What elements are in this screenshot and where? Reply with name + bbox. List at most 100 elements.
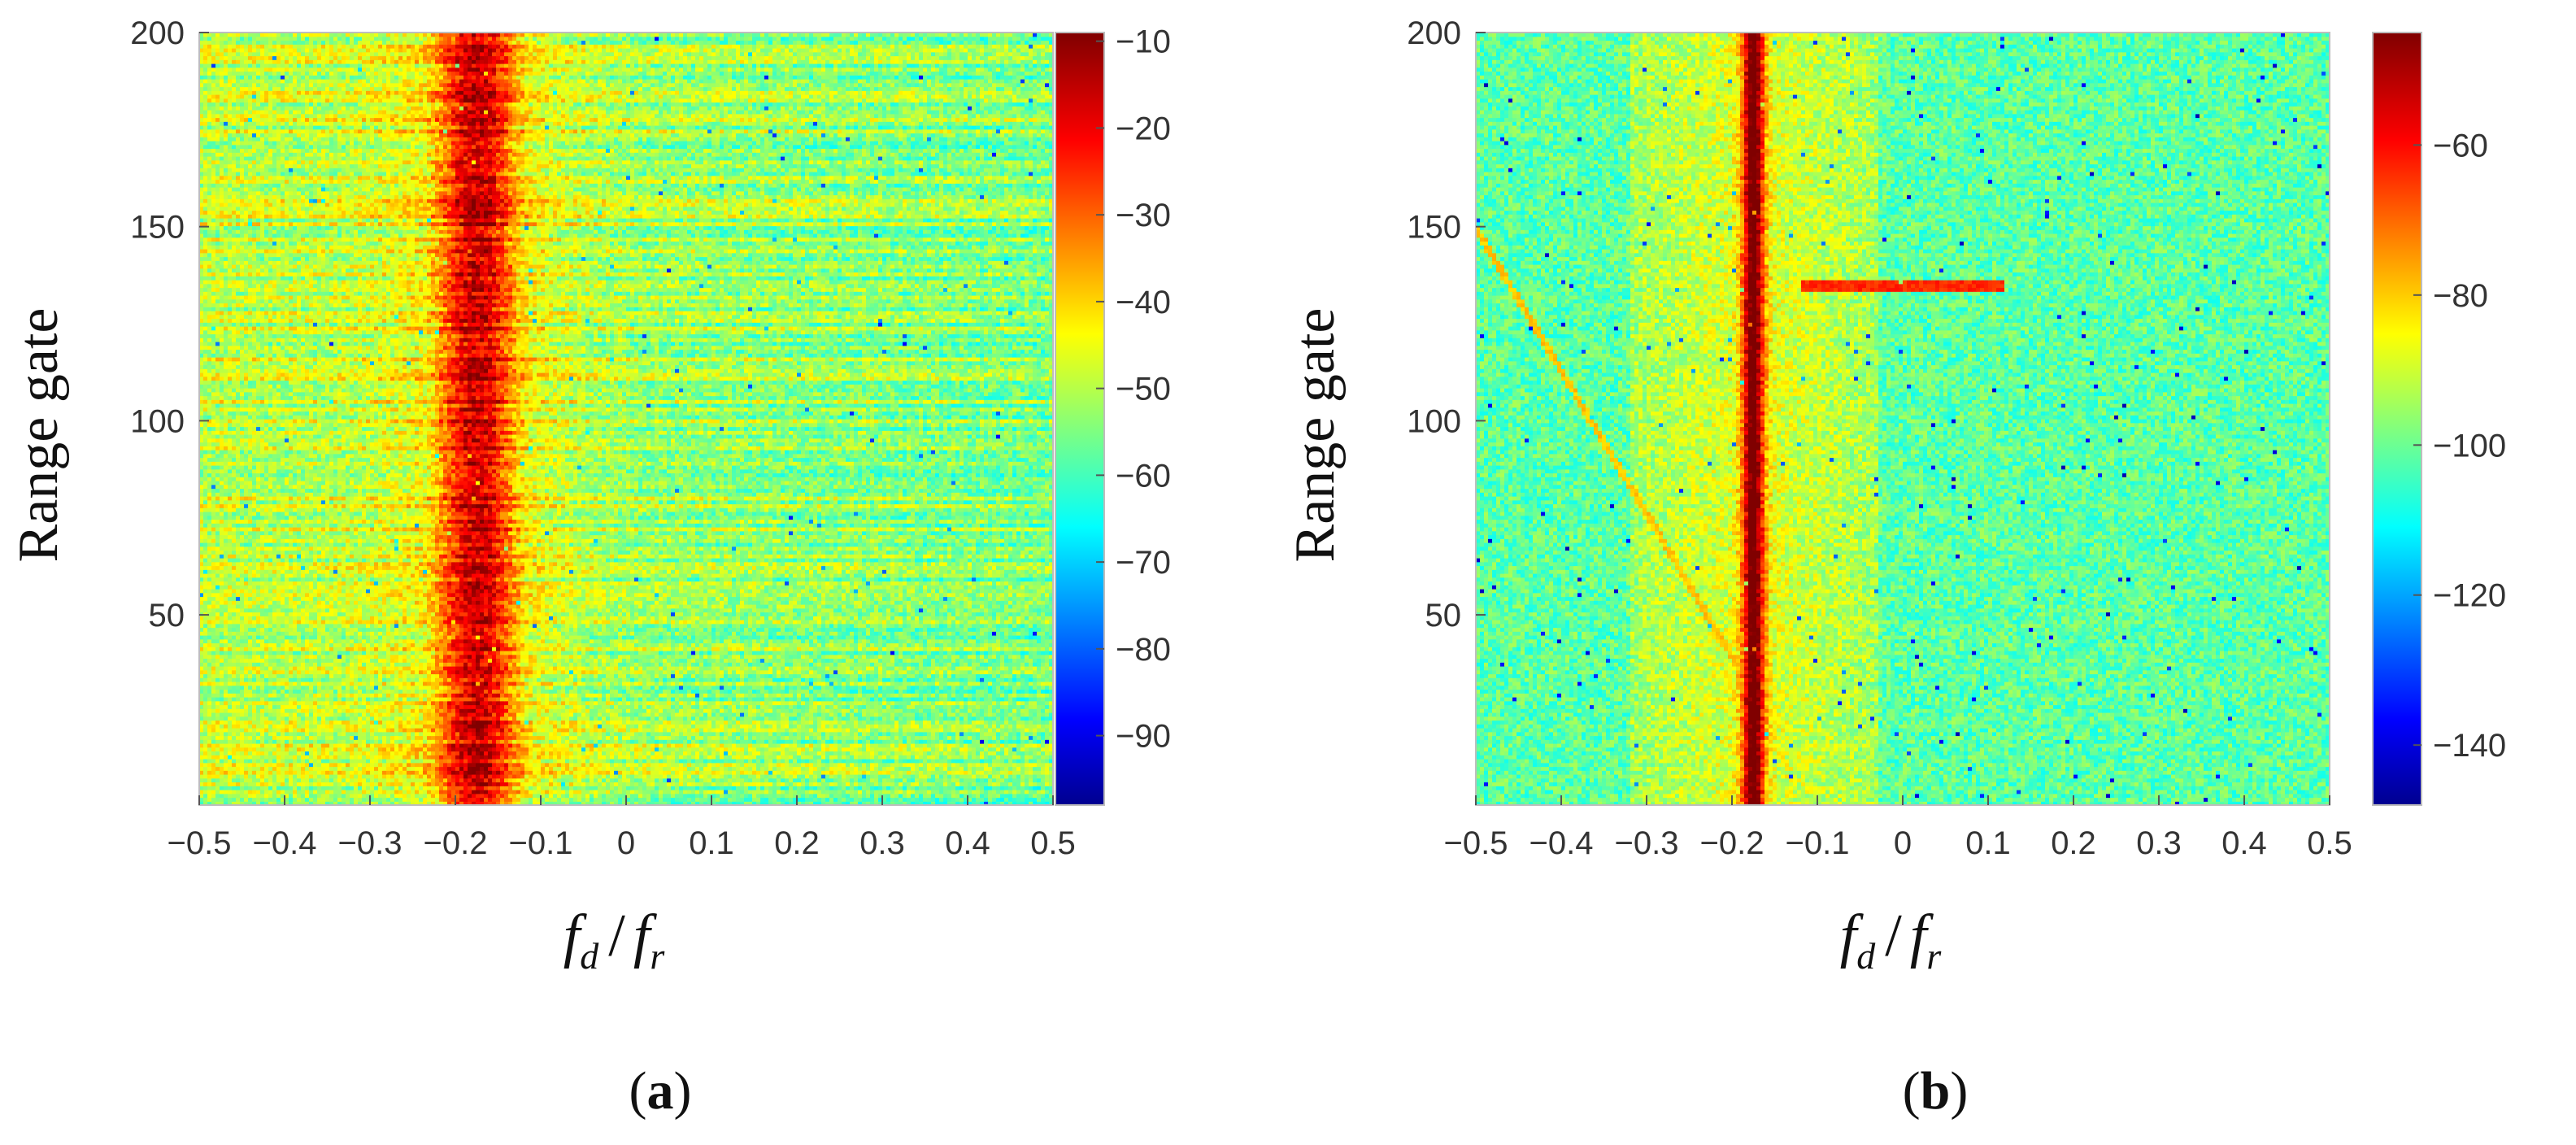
heatmap-cell bbox=[793, 782, 798, 786]
heatmap-cell bbox=[976, 794, 981, 798]
heatmap-cell bbox=[813, 794, 818, 798]
heatmap-cell bbox=[492, 782, 497, 786]
heatmap-cell bbox=[707, 778, 712, 782]
heatmap-cell bbox=[407, 794, 411, 798]
heatmap-cell bbox=[935, 782, 940, 786]
heatmap-cell bbox=[716, 774, 720, 778]
heatmap-cell bbox=[935, 778, 940, 782]
heatmap-cell bbox=[561, 778, 566, 782]
heatmap-cell bbox=[337, 798, 342, 802]
heatmap-cell bbox=[740, 774, 745, 778]
heatmap-cell bbox=[1037, 790, 1042, 794]
heatmap-cell bbox=[716, 786, 720, 790]
heatmap-cell bbox=[886, 782, 891, 786]
heatmap-cell bbox=[630, 778, 635, 782]
heatmap-cell bbox=[740, 778, 745, 782]
heatmap-cell bbox=[984, 786, 989, 790]
heatmap-cell bbox=[236, 794, 241, 798]
heatmap-cell bbox=[374, 778, 379, 782]
heatmap-cell bbox=[297, 778, 302, 782]
heatmap-cell bbox=[224, 790, 228, 794]
heatmap-cell bbox=[984, 778, 989, 782]
heatmap-cell bbox=[838, 778, 842, 782]
heatmap-cell bbox=[744, 786, 749, 790]
heatmap-cell bbox=[382, 782, 387, 786]
heatmap-cell bbox=[455, 778, 460, 782]
heatmap-cell bbox=[394, 798, 399, 802]
heatmap-cell bbox=[264, 782, 269, 786]
heatmap-cell bbox=[732, 790, 737, 794]
heatmap-cell bbox=[236, 782, 241, 786]
heatmap-cell bbox=[268, 774, 273, 778]
heatmap-cell bbox=[931, 782, 936, 786]
heatmap-cell bbox=[630, 790, 635, 794]
heatmap-cell bbox=[496, 782, 501, 786]
heatmap-cell bbox=[289, 794, 294, 798]
heatmap-cell bbox=[561, 782, 566, 786]
heatmap-cell bbox=[846, 778, 851, 782]
heatmap-cell bbox=[1012, 782, 1017, 786]
heatmap-cell bbox=[777, 786, 781, 790]
heatmap-cell bbox=[752, 794, 757, 798]
heatmap-cell bbox=[236, 790, 241, 794]
heatmap-cell bbox=[484, 778, 489, 782]
heatmap-cell bbox=[894, 778, 899, 782]
heatmap-cell bbox=[1045, 786, 1050, 790]
heatmap-cell bbox=[862, 786, 867, 790]
heatmap-cell bbox=[553, 786, 558, 790]
heatmap-cell bbox=[781, 774, 785, 778]
heatmap-cell bbox=[748, 774, 753, 778]
heatmap-cell bbox=[520, 794, 525, 798]
heatmap-cell bbox=[463, 794, 468, 798]
heatmap-cell bbox=[390, 790, 395, 794]
heatmap-cell bbox=[565, 790, 570, 794]
heatmap-cell bbox=[768, 798, 773, 802]
heatmap-cell bbox=[386, 778, 391, 782]
heatmap-cell bbox=[569, 794, 574, 798]
heatmap-cell bbox=[500, 774, 505, 778]
heatmap-cell bbox=[504, 798, 509, 802]
heatmap-cell bbox=[752, 798, 757, 802]
heatmap-cell bbox=[825, 794, 830, 798]
heatmap-cell bbox=[651, 774, 655, 778]
heatmap-cell bbox=[781, 786, 785, 790]
heatmap-cell bbox=[289, 786, 294, 790]
heatmap-cell bbox=[846, 794, 851, 798]
heatmap-cell bbox=[378, 786, 383, 790]
heatmap-cell bbox=[309, 782, 314, 786]
heatmap-cell bbox=[516, 774, 521, 778]
heatmap-cell bbox=[732, 786, 737, 790]
heatmap-cell bbox=[760, 786, 765, 790]
heatmap-cell bbox=[529, 794, 533, 798]
heatmap-cell bbox=[894, 790, 899, 794]
heatmap-cell bbox=[529, 786, 533, 790]
heatmap-cell bbox=[398, 778, 403, 782]
heatmap-cell bbox=[675, 794, 680, 798]
heatmap-cell bbox=[858, 790, 863, 794]
heatmap-cell bbox=[809, 778, 814, 782]
heatmap-cell bbox=[472, 798, 476, 802]
heatmap-cell bbox=[618, 794, 623, 798]
heatmap-cell bbox=[512, 794, 517, 798]
heatmap-cell bbox=[256, 774, 261, 778]
heatmap-cell bbox=[695, 794, 700, 798]
heatmap-cell bbox=[451, 790, 456, 794]
heatmap-cell bbox=[411, 798, 416, 802]
heatmap-cell bbox=[797, 774, 802, 778]
heatmap-cell bbox=[451, 782, 456, 786]
heatmap-cell bbox=[358, 774, 363, 778]
heatmap-cell bbox=[256, 798, 261, 802]
heatmap-cell bbox=[667, 790, 672, 794]
heatmap-cell bbox=[899, 794, 903, 798]
heatmap-cell bbox=[435, 794, 440, 798]
heatmap-cell bbox=[541, 778, 546, 782]
heatmap-cell bbox=[740, 798, 745, 802]
heatmap-cell bbox=[1045, 782, 1050, 786]
heatmap-cell bbox=[671, 794, 676, 798]
heatmap-cell bbox=[707, 790, 712, 794]
heatmap-cell bbox=[207, 798, 212, 802]
heatmap-cell bbox=[777, 798, 781, 802]
heatmap-cell bbox=[728, 798, 733, 802]
heatmap-cell bbox=[207, 778, 212, 782]
heatmap-cell bbox=[472, 782, 476, 786]
